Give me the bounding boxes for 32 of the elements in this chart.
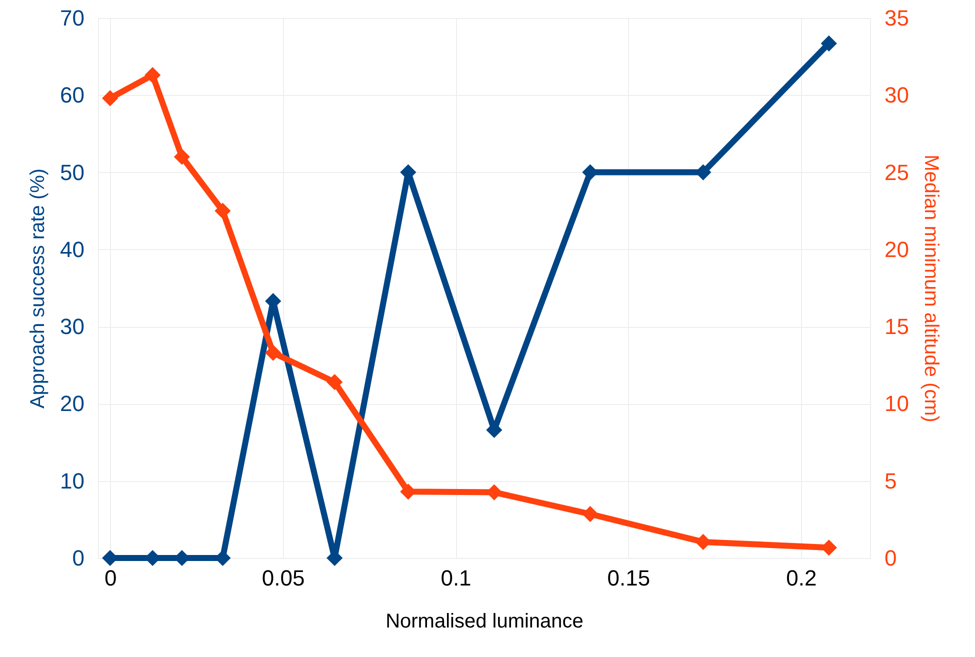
y2-tick-label: 5 <box>884 468 897 494</box>
x-tick-label: 0.2 <box>786 566 817 590</box>
y-tick-label: 10 <box>60 468 84 494</box>
y2-tick-label: 10 <box>884 391 909 416</box>
point <box>102 90 118 106</box>
y-tick-label: 50 <box>60 160 84 185</box>
point <box>214 202 231 219</box>
x-tick-label: 0.15 <box>607 566 650 590</box>
point <box>265 344 282 361</box>
y-tick-label: 40 <box>60 236 84 262</box>
y2-tick-label: 25 <box>884 160 909 185</box>
y2-tick-label: 30 <box>884 82 909 108</box>
point <box>174 148 190 165</box>
y-tick-label: 30 <box>60 314 84 340</box>
point <box>326 374 343 390</box>
y2-tick-label: 0 <box>884 546 897 570</box>
point <box>820 35 837 52</box>
y2-tick-label: 20 <box>884 236 909 262</box>
point <box>144 67 161 84</box>
x-tick-label: 0 <box>104 566 117 590</box>
y2-tick-label: 35 <box>884 6 909 30</box>
x-axis-title: Normalised luminance <box>386 610 584 632</box>
y-tick-label: 20 <box>60 391 84 416</box>
x-tick-label: 0.05 <box>262 566 305 590</box>
y-tick-label: 60 <box>60 82 84 108</box>
y-tick-label: 70 <box>60 6 84 30</box>
y-axis-title: Approach success rate (%) <box>27 168 50 409</box>
y2-tick-label: 15 <box>884 314 909 340</box>
y2-axis-title: Median minimum altitude (cm) <box>920 154 942 422</box>
x-tick-label: 0.1 <box>440 566 472 590</box>
y-tick-label: 0 <box>72 546 84 570</box>
point <box>582 506 598 522</box>
